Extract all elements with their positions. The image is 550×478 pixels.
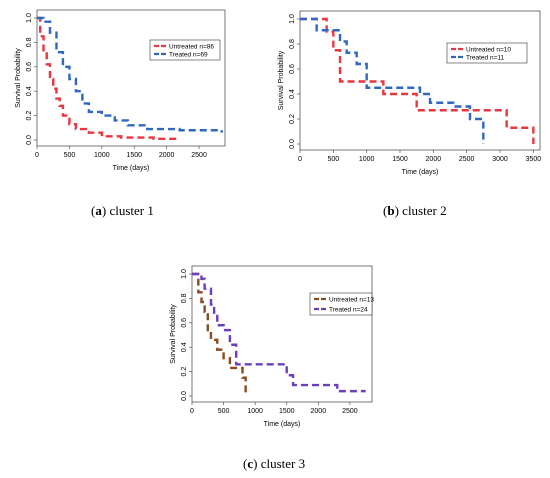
legend-label: Treated n=24 [329, 307, 368, 314]
x-axis-label: Time (days) [402, 169, 439, 176]
y-tick-label: 0.6 [289, 64, 296, 74]
series-line-1 [37, 16, 180, 140]
y-tick-label: 1.0 [26, 13, 33, 23]
series-line-2 [37, 16, 223, 133]
x-tick-label: 2000 [159, 152, 175, 159]
chart-2: 0 500 1000 1500 2000 2500 3000 3500 0.0 0.2 0.4 0.6… [278, 10, 542, 176]
x-tick-label: 500 [218, 408, 230, 415]
y-tick-label: 0.2 [289, 114, 296, 124]
caption-b: (b) cluster 2 [383, 203, 447, 218]
x-tick-label: 2500 [459, 156, 475, 163]
x-tick-label: 2000 [426, 156, 442, 163]
legend-label: Treated n=11 [466, 55, 505, 62]
x-tick-label: 3500 [526, 156, 542, 163]
x-tick-label: 500 [64, 152, 76, 159]
x-tick-label: 1500 [126, 152, 142, 159]
caption-a: (a) cluster 1 [91, 203, 154, 218]
series-line-1 [192, 272, 247, 396]
plot-frame [191, 265, 373, 403]
legend-label: Untreated n=86 [169, 44, 214, 51]
y-tick-label: 0.6 [26, 62, 33, 72]
series-line-2 [192, 272, 366, 393]
y-axis-label: Survival Probability [170, 304, 177, 364]
y-axis-label: Survival Probability [278, 50, 285, 110]
y-tick-label: 1.0 [181, 269, 188, 279]
y-tick-label: 1.0 [289, 14, 296, 24]
y-tick-label: 0.2 [181, 367, 188, 377]
y-tick-label: 0.2 [26, 111, 33, 121]
legend-label: Untreated n=10 [466, 47, 511, 54]
x-tick-label: 0 [190, 408, 194, 415]
y-tick-label: 0.4 [181, 342, 188, 352]
x-tick-label: 1000 [94, 152, 110, 159]
x-axis-label: Time (days) [113, 165, 150, 172]
y-tick-label: 0.8 [181, 293, 188, 303]
chart-1: 0 500 1000 1500 2000 2500 0.0 0.2 0.4 0.6 0.8 1.0 Ti… [15, 9, 226, 172]
x-tick-label: 0 [35, 152, 39, 159]
y-tick-label: 0.0 [181, 391, 188, 401]
x-tick-label: 1500 [392, 156, 408, 163]
y-tick-label: 0.8 [26, 37, 33, 47]
x-tick-label: 1000 [359, 156, 375, 163]
series-line-2 [300, 17, 485, 144]
x-tick-label: 1500 [279, 408, 295, 415]
legend-label: Untreated n=13 [329, 297, 374, 304]
y-tick-label: 0.0 [26, 135, 33, 145]
plot-frame [36, 9, 226, 147]
caption-c: (c) cluster 3 [243, 456, 306, 471]
legend-box [149, 39, 221, 61]
y-tick-label: 0.8 [289, 39, 296, 49]
plot-frame [299, 10, 541, 151]
x-tick-label: 1000 [247, 408, 263, 415]
legend-box [446, 42, 528, 64]
y-tick-label: 0.4 [289, 89, 296, 99]
y-tick-label: 0.6 [181, 318, 188, 328]
x-tick-label: 500 [327, 156, 339, 163]
y-tick-label: 0.4 [26, 86, 33, 96]
x-tick-label: 3000 [492, 156, 508, 163]
x-axis-label: Time (days) [264, 421, 301, 428]
x-tick-label: 2000 [311, 408, 327, 415]
x-tick-label: 2500 [342, 408, 358, 415]
y-axis-label: Survival Probability [15, 48, 22, 108]
x-tick-label: 0 [298, 156, 302, 163]
x-tick-label: 2500 [191, 152, 207, 159]
legend-label: Treated n=69 [169, 52, 208, 59]
chart-3: 0 500 1000 1500 2000 2500 0.0 0.2 0.4 0.6 0.8 1.0 Ti… [170, 265, 374, 428]
series-line-1 [300, 17, 535, 144]
y-tick-label: 0.0 [289, 139, 296, 149]
